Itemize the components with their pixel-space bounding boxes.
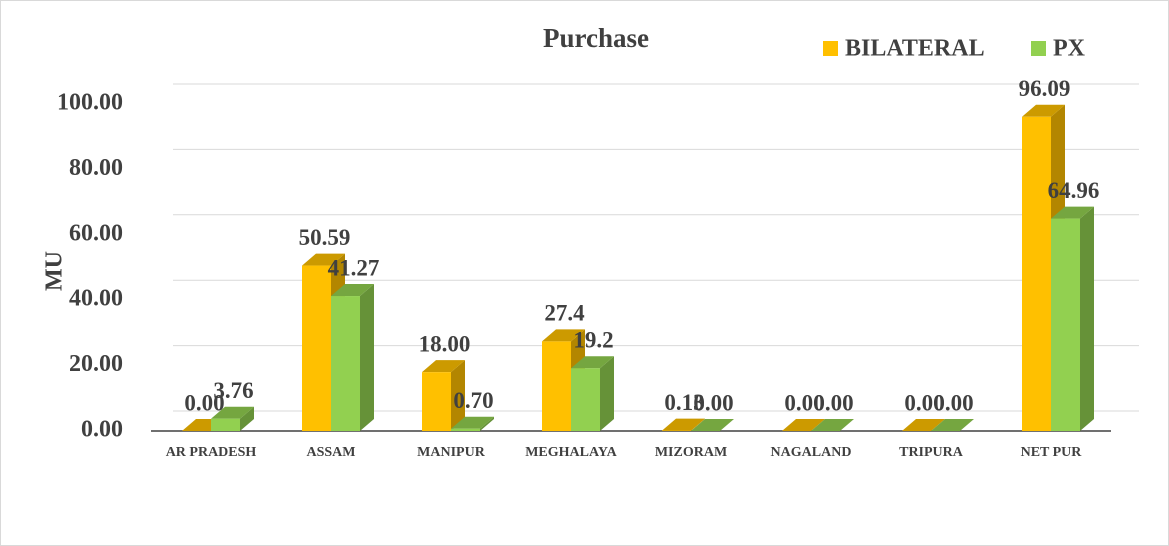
x-tick-label: MIZORAM xyxy=(655,445,727,460)
data-label: 27.4 xyxy=(544,301,585,326)
x-tick-label: AR PRADESH xyxy=(166,445,257,460)
bar xyxy=(331,296,360,431)
bar-top xyxy=(902,419,945,431)
y-axis-label: MU xyxy=(42,251,68,291)
data-label: 41.27 xyxy=(328,255,380,280)
data-label: 0.00 xyxy=(904,390,944,415)
bar-top xyxy=(331,284,374,297)
data-label: 18.00 xyxy=(419,331,471,356)
bar-top xyxy=(782,419,825,431)
x-tick-label: MANIPUR xyxy=(417,445,486,460)
bar-top xyxy=(1051,206,1094,219)
bar-top xyxy=(662,418,705,431)
data-label: 0.13 xyxy=(664,390,704,415)
data-label: 96.09 xyxy=(1019,76,1071,101)
bar-side xyxy=(600,356,614,431)
bar xyxy=(211,418,240,431)
bar-side xyxy=(360,284,374,431)
chart-title: Purchase xyxy=(543,23,649,53)
bar xyxy=(302,265,331,431)
data-label: 19.2 xyxy=(573,327,613,352)
data-label: 3.76 xyxy=(213,378,253,403)
bar-side xyxy=(480,416,494,431)
bar xyxy=(1022,116,1051,431)
bar-top xyxy=(1022,104,1065,117)
bar-side xyxy=(691,418,705,431)
bar xyxy=(542,341,571,431)
y-tick-label: 40.00 xyxy=(69,286,123,312)
data-label: 0.00 xyxy=(184,390,224,415)
y-tick-label: 0.00 xyxy=(81,417,123,443)
bar-side xyxy=(451,360,465,431)
y-tick-label: 80.00 xyxy=(69,155,123,181)
data-label: 0.70 xyxy=(453,388,493,413)
y-tick-label: 100.00 xyxy=(57,90,123,116)
bar-side xyxy=(240,406,254,431)
bar-top xyxy=(571,356,614,369)
y-tick-label: 60.00 xyxy=(69,220,123,246)
data-label: 0.00 xyxy=(933,390,973,415)
x-tick-label: NET PUR xyxy=(1021,445,1083,460)
bar-side xyxy=(1080,206,1094,431)
data-label: 0.00 xyxy=(784,390,824,415)
data-label: 0.00 xyxy=(813,390,853,415)
bar-top xyxy=(691,419,734,431)
x-tick-label: ASSAM xyxy=(306,445,355,460)
legend-swatch xyxy=(1031,41,1046,56)
legend-swatch xyxy=(823,41,838,56)
bar xyxy=(451,428,480,431)
legend-label: BILATERAL xyxy=(845,36,985,62)
y-tick-label: 20.00 xyxy=(69,351,123,377)
data-label: 0.00 xyxy=(693,390,733,415)
bar-top xyxy=(811,419,854,431)
bar-top xyxy=(302,253,345,266)
bar-top xyxy=(451,416,494,429)
x-tick-label: MEGHALAYA xyxy=(525,445,617,460)
x-tick-label: NAGALAND xyxy=(771,445,852,460)
x-tick-label: TRIPURA xyxy=(899,445,964,460)
bar-top xyxy=(422,360,465,373)
bar-top xyxy=(211,406,254,419)
data-label: 64.96 xyxy=(1048,178,1100,203)
bar xyxy=(571,368,600,431)
bar-top xyxy=(931,419,974,431)
bar xyxy=(422,372,451,431)
bar xyxy=(1051,218,1080,431)
bar-top xyxy=(542,329,585,342)
data-label: 50.59 xyxy=(299,225,351,250)
legend-label: PX xyxy=(1053,36,1086,62)
